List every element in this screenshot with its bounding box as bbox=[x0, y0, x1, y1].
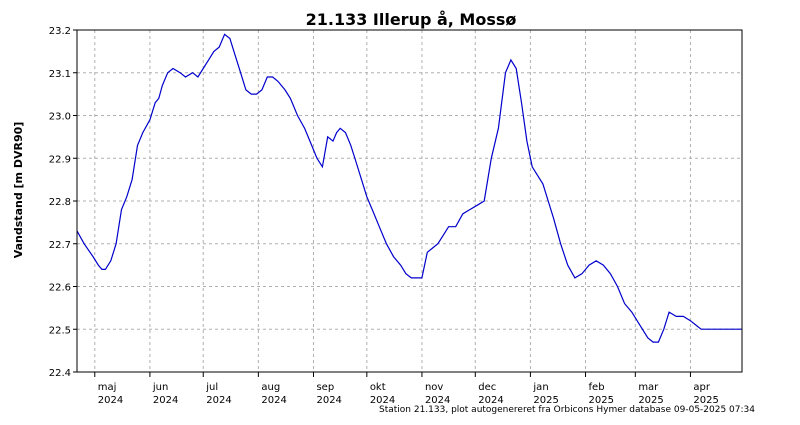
x-tick-year: 2024 bbox=[370, 395, 395, 406]
x-tick-year: 2024 bbox=[425, 395, 450, 406]
y-axis-label: Vandstand [m DVR90] bbox=[12, 122, 25, 259]
y-tick-label: 22.6 bbox=[49, 283, 71, 294]
grid bbox=[77, 30, 742, 372]
x-tick-month: maj bbox=[98, 382, 117, 393]
x-tick-month: jan bbox=[532, 382, 548, 393]
x-tick-month: jun bbox=[152, 382, 168, 393]
y-tick-label: 22.9 bbox=[49, 154, 71, 165]
x-tick-month: apr bbox=[693, 382, 710, 393]
x-tick-year: 2024 bbox=[316, 395, 341, 406]
y-tick-label: 22.8 bbox=[49, 197, 71, 208]
y-tick-label: 22.7 bbox=[49, 240, 71, 251]
x-ticks: maj 2024 jun 2024 jul 2024 aug 2024 sep 2024 okt 20… bbox=[94, 372, 719, 406]
x-tick-year: 2025 bbox=[693, 395, 718, 406]
x-tick-month: okt bbox=[370, 382, 386, 393]
x-tick-year: 2025 bbox=[638, 395, 663, 406]
footer-note: Station 21.133, plot autogenereret fra O… bbox=[379, 405, 755, 415]
x-tick-month: mar bbox=[638, 382, 659, 393]
y-tick-label: 22.5 bbox=[49, 325, 71, 336]
x-tick-year: 2024 bbox=[478, 395, 503, 406]
x-tick-month: feb bbox=[589, 382, 605, 393]
x-tick-month: nov bbox=[425, 382, 443, 393]
x-tick-year: 2025 bbox=[589, 395, 614, 406]
series-line bbox=[76, 33, 742, 343]
y-tick-label: 23.1 bbox=[49, 69, 71, 80]
x-tick-month: sep bbox=[316, 382, 334, 393]
plot-frame bbox=[76, 29, 743, 373]
x-tick-year: 2024 bbox=[261, 395, 286, 406]
x-tick-month: dec bbox=[478, 382, 496, 393]
x-tick-year: 2024 bbox=[153, 395, 178, 406]
y-tick-label: 23.2 bbox=[49, 26, 71, 37]
x-tick-year: 2024 bbox=[98, 395, 123, 406]
y-ticks: 22.4 22.5 22.6 22.7 22.8 22.9 23.0 23.1 23.2 bbox=[49, 26, 77, 379]
y-tick-label: 23.0 bbox=[49, 112, 71, 123]
y-tick-label: 22.4 bbox=[49, 368, 71, 379]
x-tick-year: 2024 bbox=[206, 395, 231, 406]
chart-title: 21.133 Illerup å, Mossø bbox=[306, 10, 517, 29]
x-tick-year: 2025 bbox=[533, 395, 558, 406]
x-tick-month: aug bbox=[261, 382, 280, 393]
x-tick-month: jul bbox=[205, 382, 218, 393]
